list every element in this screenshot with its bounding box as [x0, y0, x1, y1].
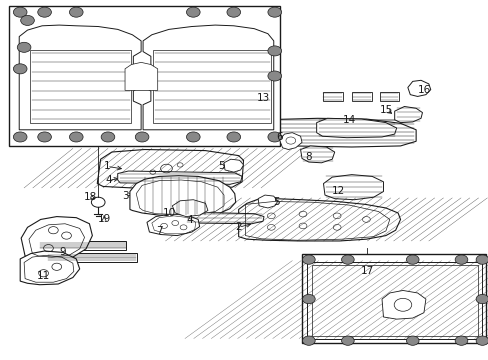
Text: 16: 16: [416, 85, 430, 95]
Text: 15: 15: [380, 105, 393, 115]
Circle shape: [186, 132, 200, 142]
Text: 18: 18: [84, 192, 97, 202]
Circle shape: [475, 294, 488, 304]
Circle shape: [38, 132, 51, 142]
Circle shape: [454, 336, 467, 345]
Polygon shape: [322, 92, 342, 101]
Circle shape: [186, 7, 200, 17]
Circle shape: [454, 255, 467, 264]
Circle shape: [267, 46, 281, 56]
Circle shape: [69, 132, 83, 142]
Polygon shape: [130, 176, 235, 216]
Circle shape: [302, 255, 315, 264]
Polygon shape: [300, 146, 334, 163]
Text: 14: 14: [342, 115, 355, 125]
Circle shape: [101, 132, 115, 142]
Polygon shape: [184, 212, 264, 224]
Polygon shape: [30, 50, 131, 123]
Circle shape: [302, 336, 315, 345]
Polygon shape: [136, 180, 224, 215]
Text: 6: 6: [276, 132, 283, 142]
Circle shape: [267, 7, 281, 17]
Text: 17: 17: [360, 266, 373, 276]
Text: 9: 9: [60, 247, 66, 257]
Text: 12: 12: [331, 186, 344, 196]
Text: 2: 2: [235, 222, 242, 232]
Circle shape: [267, 132, 281, 142]
Polygon shape: [125, 62, 158, 90]
Polygon shape: [20, 251, 80, 285]
Text: 8: 8: [305, 152, 311, 162]
Text: 7: 7: [156, 226, 162, 236]
Polygon shape: [255, 94, 271, 110]
Circle shape: [341, 255, 353, 264]
Circle shape: [406, 336, 418, 345]
Polygon shape: [172, 200, 207, 217]
Text: 1: 1: [103, 161, 110, 171]
Circle shape: [17, 42, 31, 52]
Polygon shape: [153, 50, 271, 123]
Circle shape: [69, 7, 83, 17]
Circle shape: [226, 132, 240, 142]
Circle shape: [406, 255, 418, 264]
Polygon shape: [238, 199, 400, 241]
Polygon shape: [47, 253, 137, 262]
Bar: [9, 6, 279, 146]
Circle shape: [475, 255, 488, 264]
Text: 19: 19: [97, 214, 110, 224]
Circle shape: [13, 64, 27, 74]
Text: 10: 10: [162, 208, 175, 218]
Circle shape: [475, 336, 488, 345]
Circle shape: [38, 7, 51, 17]
Text: 3: 3: [122, 191, 128, 201]
Polygon shape: [306, 262, 482, 338]
Polygon shape: [258, 195, 277, 208]
Text: 5: 5: [272, 197, 279, 207]
Polygon shape: [21, 217, 92, 260]
Text: 4: 4: [105, 175, 112, 185]
Circle shape: [302, 294, 315, 304]
Polygon shape: [97, 149, 243, 189]
Polygon shape: [39, 241, 126, 250]
Circle shape: [13, 7, 27, 17]
Bar: [302, 253, 485, 343]
Polygon shape: [381, 291, 425, 319]
Circle shape: [13, 132, 27, 142]
Polygon shape: [323, 175, 383, 200]
Text: 4: 4: [186, 215, 193, 225]
Polygon shape: [394, 107, 422, 123]
Circle shape: [226, 7, 240, 17]
Polygon shape: [147, 214, 199, 235]
Polygon shape: [407, 80, 430, 96]
Circle shape: [20, 15, 34, 26]
Text: 5: 5: [217, 161, 224, 171]
Polygon shape: [254, 118, 415, 147]
Text: 11: 11: [37, 271, 50, 281]
Circle shape: [341, 336, 353, 345]
Polygon shape: [379, 92, 398, 101]
Circle shape: [135, 132, 149, 142]
Polygon shape: [279, 133, 302, 149]
Polygon shape: [316, 118, 396, 138]
Circle shape: [267, 71, 281, 81]
Polygon shape: [143, 25, 273, 130]
Polygon shape: [224, 159, 243, 172]
Polygon shape: [19, 25, 141, 130]
Text: 13: 13: [256, 93, 269, 103]
Polygon shape: [351, 92, 371, 101]
Polygon shape: [118, 171, 242, 184]
